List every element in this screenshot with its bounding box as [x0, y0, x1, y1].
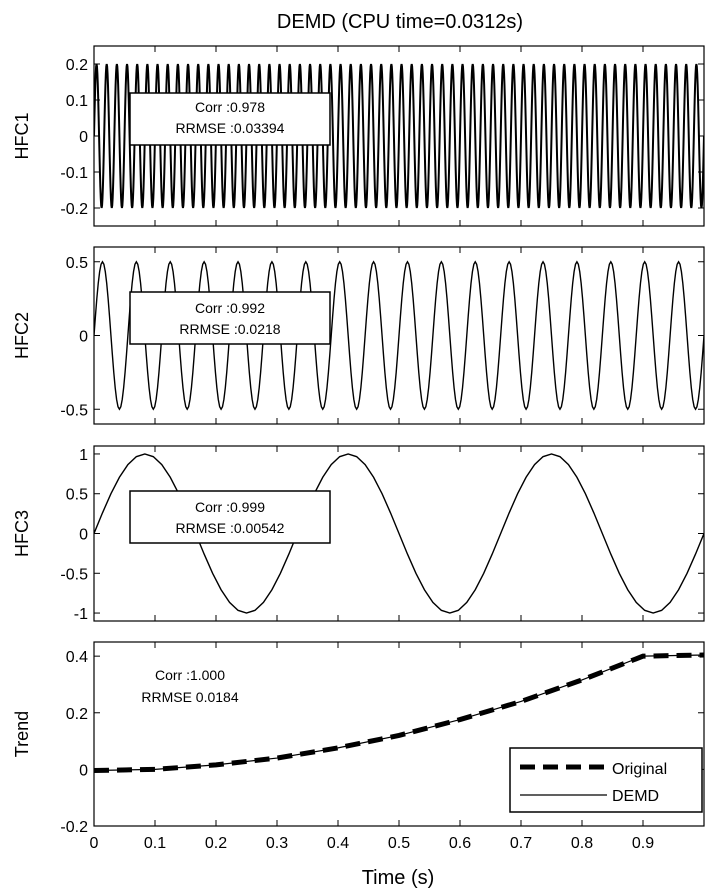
y-tick-label: -0.1 — [60, 165, 88, 182]
y-tick-label: -0.5 — [60, 402, 88, 419]
x-tick-label: 0.5 — [388, 835, 410, 852]
corr-annotation: Corr :0.978 — [195, 99, 265, 115]
x-tick-label: 0.8 — [571, 835, 593, 852]
panel-hfc1: 0.2 0.1 0 -0.1 -0.2 HFC1 Corr :0.978 RRMSE :0.0… — [12, 45, 705, 227]
corr-annotation: Corr :0.992 — [195, 300, 265, 316]
series-demd-line — [94, 654, 704, 772]
x-tick-label: 0.7 — [510, 835, 532, 852]
x-tick-label: 0.4 — [327, 835, 349, 852]
y-tick-label: 0 — [79, 129, 88, 146]
y-tick-label: 0 — [79, 527, 88, 544]
y-tick-label: -1 — [74, 606, 88, 623]
y-tick-label: 0.4 — [66, 649, 88, 666]
x-tick-label: 0.9 — [632, 835, 654, 852]
rrmse-annotation: RRMSE :0.0218 — [179, 321, 280, 337]
y-axis-label: Trend — [12, 711, 32, 757]
y-tick-label: 0.2 — [66, 57, 88, 74]
y-tick-label: 0 — [79, 762, 88, 779]
annotation-box — [129, 291, 331, 345]
corr-annotation: Corr :1.000 — [155, 667, 225, 683]
x-tick-label: 0.3 — [266, 835, 288, 852]
panels: 0.2 0.1 0 -0.1 -0.2 HFC1 Corr :0.978 RRMSE :0.0… — [12, 45, 705, 852]
y-tick-label: 1 — [79, 447, 88, 464]
panel-hfc2: 0.5 0 -0.5 HFC2 Corr :0.992 RRMSE :0.0218 — [12, 246, 705, 425]
x-tick-label: 0.1 — [144, 835, 166, 852]
rrmse-annotation: RRMSE :0.03394 — [176, 120, 285, 136]
rrmse-annotation: RRMSE :0.00542 — [176, 520, 285, 536]
x-tick-label: 0 — [90, 835, 99, 852]
y-axis-label: HFC3 — [12, 510, 32, 557]
y-axis-label: HFC2 — [12, 312, 32, 359]
legend: Original DEMD — [509, 747, 703, 813]
y-tick-label: 0 — [79, 329, 88, 346]
x-tick-label: 0.2 — [205, 835, 227, 852]
x-tick-label: 0.6 — [449, 835, 471, 852]
annotation-box — [129, 490, 331, 544]
annotation-box — [129, 92, 331, 146]
y-axis-label: HFC1 — [12, 112, 32, 159]
y-tick-label: 0.5 — [66, 255, 88, 272]
y-tick-label: -0.5 — [60, 566, 88, 583]
y-tick-label: 0.2 — [66, 706, 88, 723]
y-tick-label: 0.5 — [66, 487, 88, 504]
y-tick-label: -0.2 — [60, 819, 88, 836]
rrmse-annotation: RRMSE 0.0184 — [141, 689, 238, 705]
y-tick-label: -0.2 — [60, 201, 88, 218]
panel-hfc3: 1 0.5 0 -0.5 -1 HFC3 Corr :0.999 RRMSE :0.00542 — [12, 445, 705, 623]
y-tick-label: 0.1 — [66, 93, 88, 110]
legend-demd-label: DEMD — [612, 788, 659, 805]
x-axis-label: Time (s) — [362, 867, 435, 889]
figure-title: DEMD (CPU time=0.0312s) — [277, 11, 523, 33]
legend-box — [509, 747, 703, 813]
legend-original-label: Original — [612, 761, 667, 778]
corr-annotation: Corr :0.999 — [195, 499, 265, 515]
